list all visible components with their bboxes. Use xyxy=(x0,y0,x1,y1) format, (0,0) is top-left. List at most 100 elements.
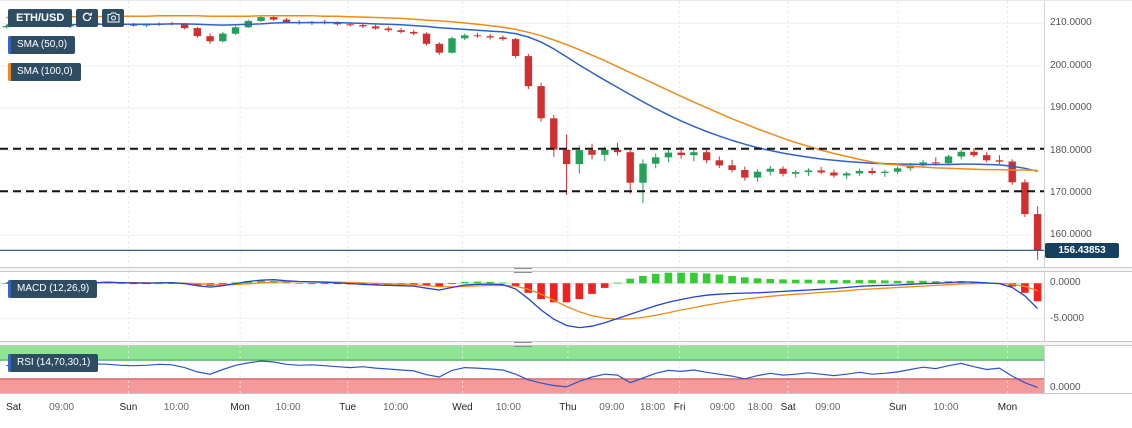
candle-body xyxy=(664,152,673,158)
rsi-accent-bar xyxy=(8,354,11,372)
time-axis-label: 10:00 xyxy=(495,402,521,413)
sma50-label: SMA (50,0) xyxy=(17,39,68,50)
sma50-chip[interactable]: SMA (50,0) xyxy=(8,36,76,54)
macd-histogram-bar xyxy=(728,275,736,284)
last-price-badge: 156.43853 xyxy=(1045,243,1119,259)
macd-histogram-bar xyxy=(919,280,927,284)
macd-histogram-bar xyxy=(766,279,774,284)
candle-body xyxy=(792,172,800,174)
macd-histogram-bar xyxy=(550,283,558,303)
candle-body xyxy=(219,33,227,42)
macd-histogram-bar xyxy=(257,280,265,284)
rsi-chip[interactable]: RSI (14,70,30,1) xyxy=(8,354,99,372)
price-axis-tick: 180.0000 xyxy=(1050,144,1092,156)
time-axis-label: 18:00 xyxy=(747,402,773,413)
candle-body xyxy=(257,17,265,21)
macd-histogram-bar xyxy=(499,282,507,284)
macd-histogram-bar xyxy=(486,281,494,284)
candle-body xyxy=(893,168,902,172)
macd-histogram-bar xyxy=(282,282,291,284)
price-axis-tick: 160.0000 xyxy=(1050,229,1092,241)
candle-body xyxy=(944,156,953,164)
camera-button[interactable] xyxy=(102,9,125,27)
macd-histogram-bar xyxy=(651,273,660,284)
candle-body xyxy=(562,149,571,165)
candle-body xyxy=(957,151,965,157)
candle-body xyxy=(130,24,138,26)
macd-histogram-bar xyxy=(448,283,456,285)
resize-handle-icon[interactable] xyxy=(514,268,532,273)
macd-histogram-bar xyxy=(168,283,176,284)
candle-body xyxy=(2,26,11,28)
symbol-toolbar: ETH/USD xyxy=(8,9,125,27)
rsi-chart-canvas[interactable] xyxy=(0,346,1044,393)
macd-accent-bar xyxy=(8,280,11,298)
price-macd-divider[interactable] xyxy=(0,267,1132,273)
candle-body xyxy=(537,86,545,119)
candle-body xyxy=(346,24,354,26)
sma100-chip[interactable]: SMA (100,0) xyxy=(8,63,81,81)
macd-histogram-bar xyxy=(804,279,813,284)
macd-chart-canvas[interactable] xyxy=(0,272,1044,341)
candle-body xyxy=(410,31,418,34)
rsi-line xyxy=(6,360,1038,388)
time-axis[interactable]: Sat 09:00 Sun 10:00 Mon 10:00 Tue 10:00 Wed 10:00… xyxy=(0,393,1132,428)
candle-body xyxy=(524,56,533,87)
time-axis-label: Mon xyxy=(230,402,250,413)
candle-body xyxy=(193,28,201,37)
resize-handle-icon[interactable] xyxy=(514,342,532,347)
macd-histogram-bar xyxy=(817,280,825,284)
macd-histogram-bar xyxy=(129,283,138,285)
sma-line-1 xyxy=(6,15,1038,172)
macd-histogram-bar xyxy=(690,272,698,284)
macd-histogram-bar xyxy=(511,283,520,286)
candle-body xyxy=(333,23,342,25)
time-axis-label: 10:00 xyxy=(933,402,959,413)
rsi-oversold-band xyxy=(0,378,1044,393)
macd-axis-tick: -5.0000 xyxy=(1050,312,1084,324)
candle-body xyxy=(728,165,736,170)
refresh-button[interactable] xyxy=(76,9,99,27)
candle-body xyxy=(868,170,876,173)
sma100-accent-bar xyxy=(8,63,11,81)
macd-histogram-bar xyxy=(779,279,787,284)
candle-body xyxy=(881,171,889,173)
time-axis-label: Sun xyxy=(888,402,907,413)
candle-body xyxy=(652,157,660,164)
candle-body xyxy=(702,152,711,161)
macd-signal-line xyxy=(6,280,1038,320)
candle-body xyxy=(970,151,978,156)
macd-rsi-divider[interactable] xyxy=(0,341,1132,347)
macd-histogram-bar xyxy=(715,274,724,284)
macd-axis-tick: 0.0000 xyxy=(1050,277,1081,289)
macd-histogram-bar xyxy=(868,280,876,284)
candle-body xyxy=(830,172,838,176)
candle-body xyxy=(855,170,864,174)
candle-body xyxy=(1021,182,1029,215)
macd-histogram-bar xyxy=(881,280,889,284)
macd-histogram-bar xyxy=(664,272,673,284)
macd-histogram-bar xyxy=(830,280,838,284)
candle-body xyxy=(843,173,851,176)
macd-histogram-bar xyxy=(155,283,163,285)
camera-icon xyxy=(107,11,120,26)
candle-body xyxy=(473,35,482,37)
macd-histogram-bar xyxy=(842,280,851,284)
macd-label: MACD (12,26,9) xyxy=(17,283,90,294)
sma100-label: SMA (100,0) xyxy=(17,66,73,77)
macd-histogram-bar xyxy=(320,283,329,285)
candle-body xyxy=(180,24,189,29)
time-axis-label: Sat xyxy=(6,402,22,413)
candle-body xyxy=(690,152,698,156)
price-chart-canvas[interactable] xyxy=(0,1,1044,267)
sma50-accent-bar xyxy=(8,36,11,54)
macd-histogram-bar xyxy=(741,277,749,284)
price-axis[interactable]: 210.0000 200.0000 190.0000 180.0000 170.0000… xyxy=(1044,1,1132,393)
macd-line xyxy=(6,279,1039,329)
macd-histogram-bar xyxy=(117,283,125,284)
macd-chip[interactable]: MACD (12,26,9) xyxy=(8,280,98,298)
macd-histogram-bar xyxy=(295,283,303,284)
candle-body xyxy=(715,160,723,166)
time-axis-label: 10:00 xyxy=(275,402,301,413)
